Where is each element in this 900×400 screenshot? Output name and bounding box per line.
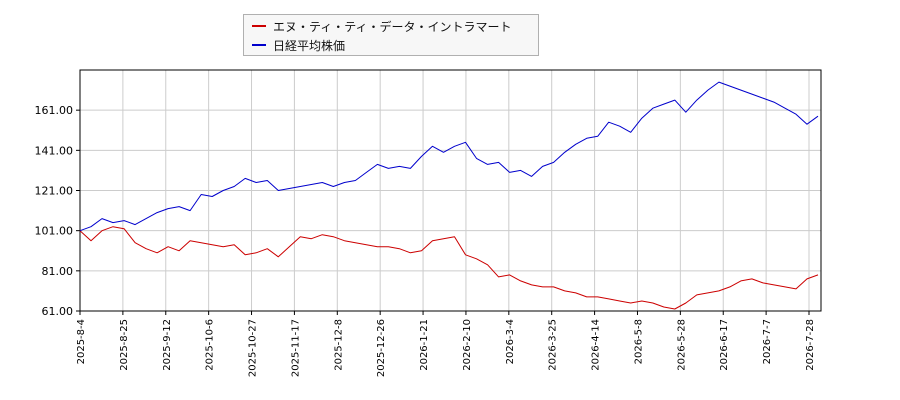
x-tick-label: 2026-4-14 (591, 319, 602, 371)
series-lines (79, 81, 819, 310)
x-tick-label: 2025-8-4 (76, 319, 87, 364)
y-axis: 61.00 81.00 101.00 121.00 141.00 161.00 (35, 104, 80, 318)
y-tick-label: 161.00 (35, 104, 74, 117)
x-tick-label: 2025-9-12 (162, 319, 173, 371)
legend-swatch-series-1 (252, 25, 266, 27)
y-tick-label: 121.00 (35, 185, 74, 198)
x-tick-label: 2025-12-8 (333, 319, 344, 371)
legend-label-series-1: エヌ・ティ・ティ・データ・イントラマート (273, 19, 512, 34)
x-tick-label: 2026-3-25 (548, 319, 559, 371)
y-tick-label: 141.00 (35, 144, 74, 157)
x-tick-label: 2026-7-7 (762, 319, 773, 364)
x-tick-label: 2025-8-25 (119, 319, 130, 371)
x-tick-label: 2026-3-4 (505, 319, 516, 364)
legend-item-series-2: 日経平均株価 (252, 37, 345, 53)
legend-item-series-1: エヌ・ティ・ティ・データ・イントラマート (252, 18, 512, 34)
legend: エヌ・ティ・ティ・データ・イントラマート 日経平均株価 (243, 14, 539, 56)
x-axis: 2025-8-4 2025-8-25 2025-9-12 2025-10-6 2025-… (76, 311, 816, 377)
legend-label-series-2: 日経平均株価 (273, 38, 346, 53)
x-tick-label: 2025-10-27 (248, 319, 259, 377)
series-line-1 (79, 226, 819, 310)
grid (79, 70, 821, 312)
y-tick-label: 61.00 (42, 305, 74, 318)
x-tick-label: 2026-5-8 (633, 319, 644, 364)
x-tick-label: 2026-7-28 (805, 319, 816, 371)
legend-swatch-series-2 (252, 44, 266, 46)
y-tick-label: 81.00 (42, 265, 74, 278)
x-tick-label: 2026-2-10 (462, 319, 473, 371)
x-tick-label: 2026-6-17 (719, 319, 730, 371)
y-tick-label: 101.00 (35, 225, 74, 238)
x-tick-label: 2026-5-28 (676, 319, 687, 371)
x-tick-label: 2025-11-17 (290, 319, 301, 377)
x-tick-label: 2025-12-26 (376, 319, 387, 377)
x-tick-label: 2025-10-6 (205, 319, 216, 371)
series-line-2 (79, 81, 819, 232)
x-tick-label: 2026-1-21 (419, 319, 430, 371)
